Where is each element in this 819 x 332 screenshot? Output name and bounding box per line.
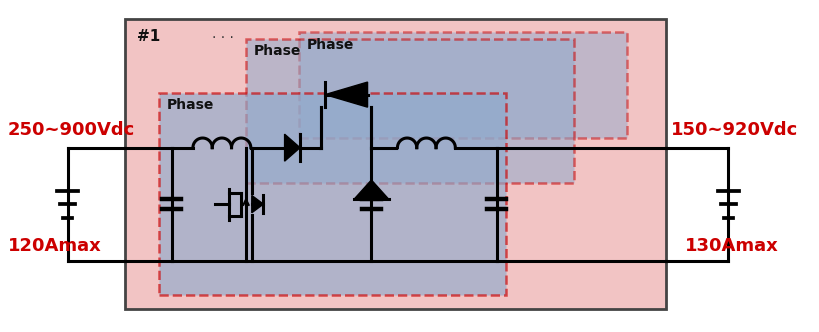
- Text: 130Amax: 130Amax: [684, 237, 778, 255]
- Bar: [299, 32, 627, 138]
- Text: 250~900Vdc: 250~900Vdc: [7, 121, 135, 139]
- Text: 120Amax: 120Amax: [7, 237, 102, 255]
- Text: Phase: Phase: [306, 38, 354, 52]
- Polygon shape: [354, 180, 388, 199]
- Text: 150~920Vdc: 150~920Vdc: [670, 121, 797, 139]
- Text: Phase: Phase: [167, 99, 214, 113]
- Polygon shape: [324, 82, 367, 107]
- Polygon shape: [284, 134, 300, 161]
- Bar: [159, 93, 506, 295]
- Polygon shape: [251, 196, 263, 213]
- Text: Phase: Phase: [253, 44, 301, 58]
- Text: #1: #1: [137, 29, 160, 44]
- Text: · · ·: · · ·: [212, 31, 233, 45]
- Bar: [125, 19, 665, 309]
- Bar: [246, 39, 573, 183]
